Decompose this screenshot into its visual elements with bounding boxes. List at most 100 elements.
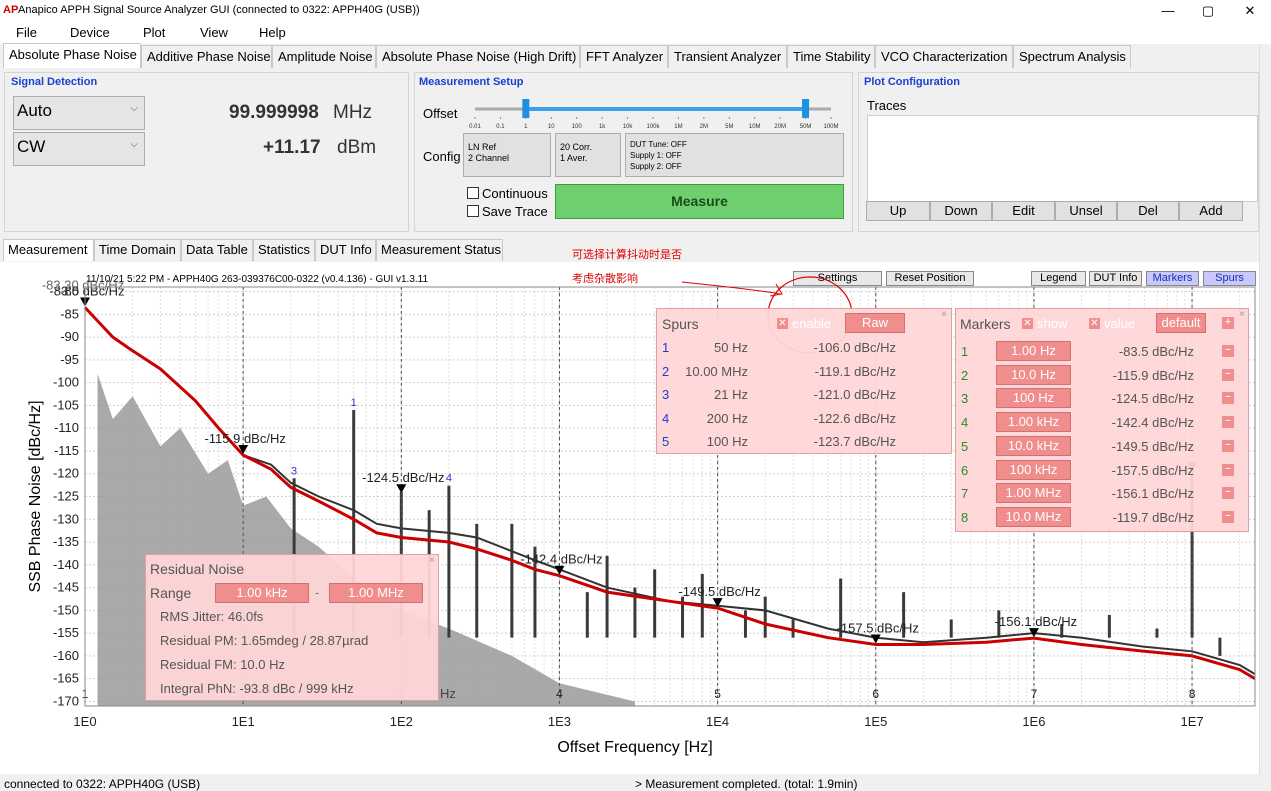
dut-config-button[interactable]: DUT Tune: OFF Supply 1: OFF Supply 2: OF… xyxy=(625,133,844,177)
slider-low-handle[interactable] xyxy=(522,99,530,118)
remove-marker-icon[interactable]: − xyxy=(1222,416,1234,429)
spur-labels: 1 3 4 xyxy=(291,397,452,485)
spur-index: 5 xyxy=(662,434,670,449)
raw-button[interactable]: Raw xyxy=(845,313,905,333)
maximize-button[interactable]: ▢ xyxy=(1201,3,1215,18)
cfg1-line2: 2 Channel xyxy=(468,153,510,163)
subtab-measurement[interactable]: Measurement xyxy=(3,239,94,261)
tab-vco-characterization[interactable]: VCO Characterization xyxy=(875,45,1013,68)
tab-abs-phase-noise-high-drift[interactable]: Absolute Phase Noise (High Drift) xyxy=(376,45,580,68)
marker-frequency-input[interactable]: 10.0 Hz xyxy=(996,364,1071,385)
trace-edit-button[interactable]: Edit xyxy=(992,201,1055,221)
add-marker-icon[interactable]: + xyxy=(1222,317,1234,329)
show-checkbox[interactable]: ✕ xyxy=(1022,318,1033,329)
y-tick-label: -85 xyxy=(60,306,79,321)
y-tick-label: -115 xyxy=(54,443,79,458)
subtab-dut-info[interactable]: DUT Info xyxy=(315,239,376,261)
cfg3-line3: Supply 2: OFF xyxy=(630,162,682,171)
subtab-statistics[interactable]: Statistics xyxy=(253,239,315,261)
tab-time-stability[interactable]: Time Stability xyxy=(787,45,875,68)
menu-view[interactable]: View xyxy=(200,25,228,40)
enable-checkbox[interactable]: ✕ xyxy=(777,318,788,329)
range-low-input[interactable]: 1.00 kHz xyxy=(215,583,309,603)
spurs-button[interactable]: Spurs xyxy=(1203,271,1256,286)
marker-frequency-input[interactable]: 1.00 MHz xyxy=(996,483,1071,504)
marker-level: -115.9 dBc/Hz xyxy=(1112,367,1194,383)
slider-tick-label: 1k xyxy=(599,124,606,130)
detection-mode-select[interactable]: Auto ⌵ xyxy=(13,96,145,130)
tab-transient-analyzer[interactable]: Transient Analyzer xyxy=(668,45,787,68)
remove-marker-icon[interactable]: − xyxy=(1222,368,1234,381)
markers-close-icon[interactable]: × xyxy=(1239,309,1245,320)
marker-triangle xyxy=(238,445,249,455)
tab-amplitude-noise[interactable]: Amplitude Noise xyxy=(272,45,376,68)
dut-info-button[interactable]: DUT Info xyxy=(1089,271,1142,286)
marker-value-label-alt: -83.30 dBc/Hz xyxy=(42,277,124,292)
marker-level: -157.5 dBc/Hz xyxy=(1111,462,1194,478)
tab-absolute-phase-noise[interactable]: Absolute Phase Noise xyxy=(3,43,141,68)
spurs-close-icon[interactable]: × xyxy=(941,309,947,320)
marker-frequency-input[interactable]: 100 Hz xyxy=(996,388,1071,409)
remove-marker-icon[interactable]: − xyxy=(1222,392,1234,405)
offset-range-slider[interactable]: 0.01 0.1 1 10 100 1k 10k 100k 1M 2M 5M 10M 20M 50M 100… xyxy=(465,95,845,131)
remove-marker-icon[interactable]: − xyxy=(1222,510,1234,523)
marker-frequency-input[interactable]: 10.0 MHz xyxy=(996,506,1071,527)
cfg2-line2: 1 Aver. xyxy=(560,153,588,163)
remove-marker-icon[interactable]: − xyxy=(1222,487,1234,500)
menu-file[interactable]: File xyxy=(16,25,37,40)
menu-help[interactable]: Help xyxy=(259,25,286,40)
signal-type-select[interactable]: CW ⌵ xyxy=(13,132,145,166)
remove-marker-icon[interactable]: − xyxy=(1222,463,1234,476)
y-tick-label: -90 xyxy=(60,329,79,344)
slider-tick-label: 100 xyxy=(572,124,583,130)
marker-frequency-input[interactable]: 1.00 kHz xyxy=(996,412,1071,433)
residual-close-icon[interactable]: × xyxy=(429,555,435,566)
marker-frequency-input[interactable]: 10.0 kHz xyxy=(996,435,1071,456)
connection-status: connected to 0322: APPH40G (USB) xyxy=(4,777,201,791)
residual-noise-panel: Residual Noise × Range 1.00 kHz - 1.00 M… xyxy=(145,554,439,701)
vertical-scrollbar[interactable] xyxy=(1259,45,1271,775)
remove-marker-icon[interactable]: − xyxy=(1222,439,1234,452)
frequency-value: 99.999998 xyxy=(229,102,319,123)
markers-button[interactable]: Markers xyxy=(1146,271,1199,286)
menu-plot[interactable]: Plot xyxy=(143,25,166,40)
traces-label: Traces xyxy=(867,98,907,113)
trace-del-button[interactable]: Del xyxy=(1117,201,1179,221)
close-button[interactable]: ✕ xyxy=(1244,3,1256,18)
spur-level: -123.7 dBc/Hz xyxy=(813,434,896,449)
reset-position-button[interactable]: Reset Position xyxy=(886,271,974,286)
subtab-time-domain[interactable]: Time Domain xyxy=(94,239,181,261)
value-checkbox[interactable]: ✕ xyxy=(1089,318,1100,329)
save-trace-checkbox[interactable] xyxy=(467,205,479,217)
menu-device[interactable]: Device xyxy=(70,25,110,40)
trace-add-button[interactable]: Add xyxy=(1179,201,1243,221)
legend-button[interactable]: Legend xyxy=(1031,271,1086,286)
subtab-measurement-status[interactable]: Measurement Status xyxy=(376,239,503,261)
tab-fft-analyzer[interactable]: FFT Analyzer xyxy=(580,45,668,68)
chevron-down-icon: ⌵ xyxy=(130,139,138,150)
trace-unsel-button[interactable]: Unsel xyxy=(1055,201,1117,221)
marker-frequency-input[interactable]: 1.00 Hz xyxy=(996,341,1071,361)
continuous-checkbox[interactable] xyxy=(467,187,479,199)
slider-high-handle[interactable] xyxy=(802,99,810,118)
measure-button[interactable]: Measure xyxy=(555,184,844,219)
spur-label: 3 xyxy=(291,465,297,477)
power-unit: dBm xyxy=(337,137,377,158)
detection-mode-value: Auto xyxy=(17,101,52,120)
status-bar: connected to 0322: APPH40G (USB) > Measu… xyxy=(0,775,1271,791)
remove-marker-icon[interactable]: − xyxy=(1222,345,1234,357)
subtab-data-table[interactable]: Data Table xyxy=(181,239,253,261)
tab-additive-phase-noise[interactable]: Additive Phase Noise xyxy=(141,45,272,68)
reference-config-button[interactable]: LN Ref 2 Channel xyxy=(463,133,551,177)
traces-list[interactable] xyxy=(867,115,1258,202)
default-button[interactable]: default xyxy=(1156,313,1206,333)
correlation-config-button[interactable]: 20 Corr. 1 Aver. xyxy=(555,133,621,177)
spur-label: 4 xyxy=(446,473,452,485)
trace-down-button[interactable]: Down xyxy=(930,201,992,221)
marker-frequency-input[interactable]: 100 kHz xyxy=(996,459,1071,480)
tab-spectrum-analysis[interactable]: Spectrum Analysis xyxy=(1013,45,1131,68)
marker-triangle xyxy=(712,598,723,608)
range-high-input[interactable]: 1.00 MHz xyxy=(329,583,423,603)
trace-up-button[interactable]: Up xyxy=(866,201,930,221)
minimize-button[interactable]: — xyxy=(1161,3,1175,18)
